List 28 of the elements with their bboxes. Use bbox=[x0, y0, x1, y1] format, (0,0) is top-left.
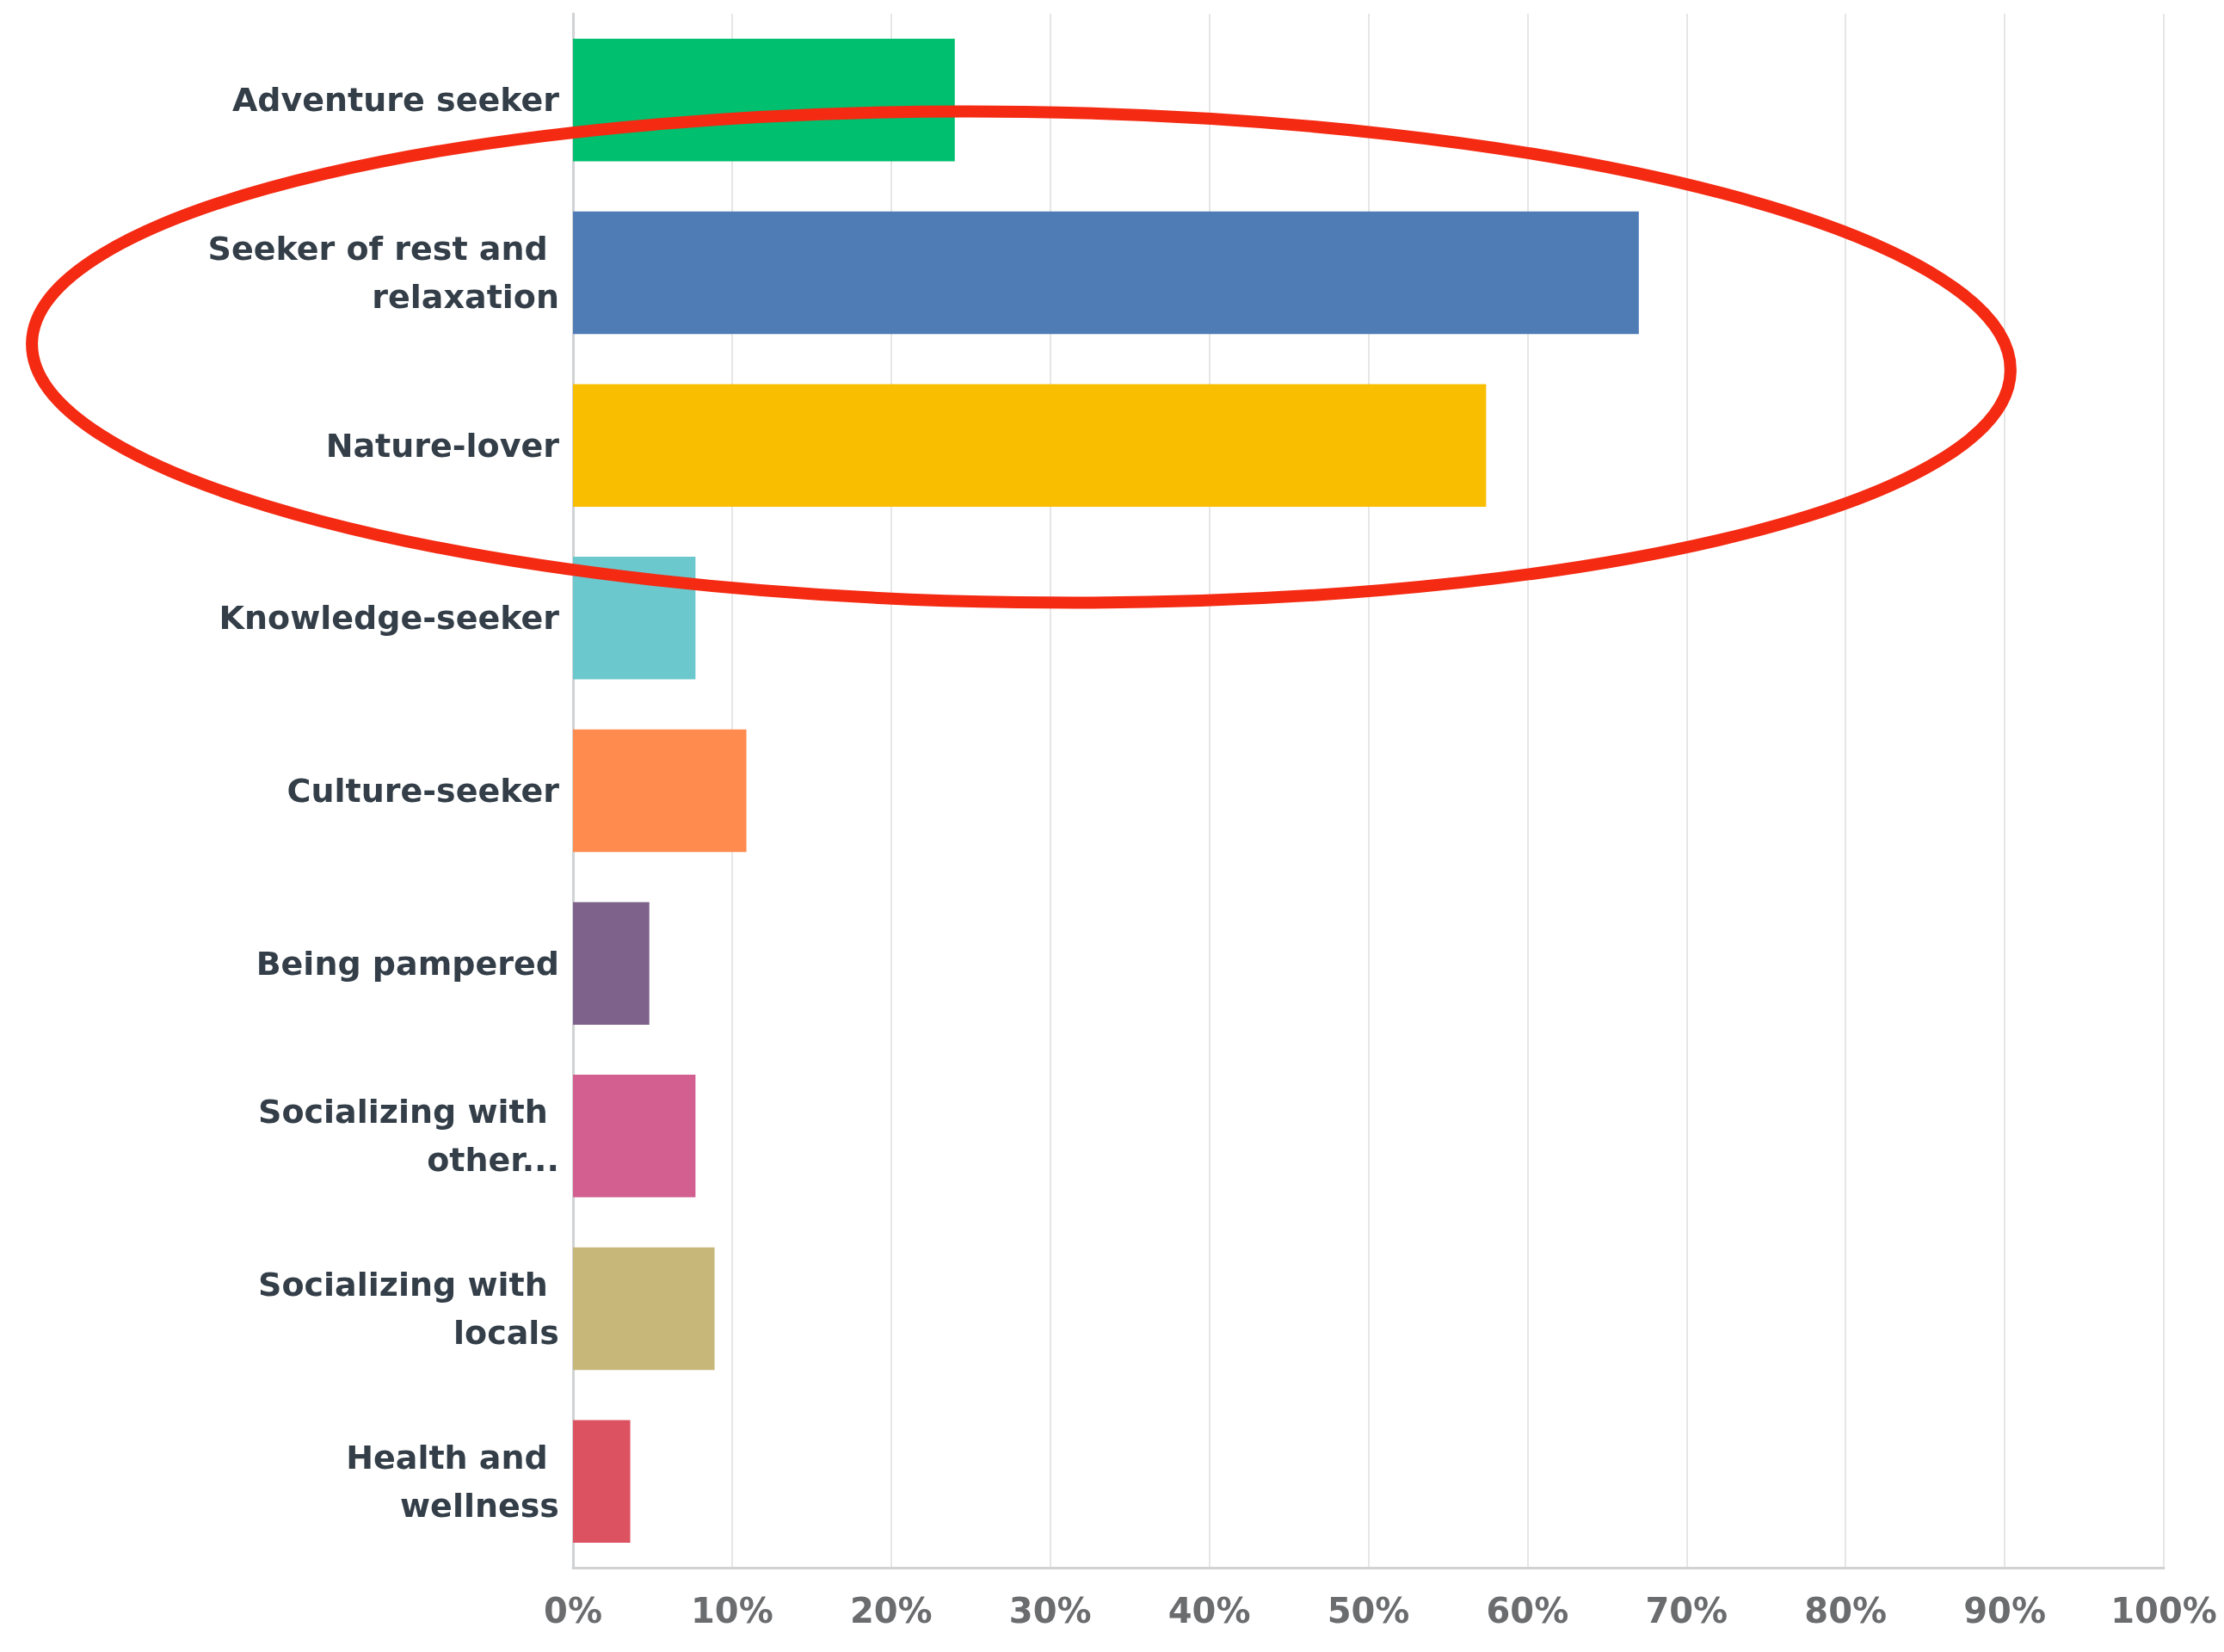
y-tick-label: Adventure seeker bbox=[231, 81, 560, 120]
bar bbox=[573, 729, 747, 853]
x-tick-label: 0% bbox=[544, 1591, 602, 1630]
y-tick-label: Socializing with other... bbox=[258, 1093, 559, 1180]
bar bbox=[573, 1247, 715, 1371]
bar bbox=[573, 1420, 631, 1543]
x-tick-label: 100% bbox=[2110, 1591, 2217, 1630]
x-tick-label: 40% bbox=[1167, 1591, 1251, 1630]
bar bbox=[573, 39, 955, 162]
x-tick-label: 30% bbox=[1008, 1591, 1092, 1630]
x-tick-label: 70% bbox=[1645, 1591, 1728, 1630]
y-tick-label: Knowledge-seeker bbox=[219, 599, 560, 638]
y-tick-label: Seeker of rest and relaxation bbox=[207, 230, 559, 316]
x-tick-label: 80% bbox=[1804, 1591, 1888, 1630]
x-tick-label: 20% bbox=[849, 1591, 933, 1630]
x-tick-label: 10% bbox=[691, 1591, 773, 1630]
x-tick-label: 50% bbox=[1327, 1591, 1410, 1630]
bar bbox=[573, 384, 1487, 507]
x-tick-label: 90% bbox=[1963, 1591, 2046, 1630]
y-tick-label: Nature-lover bbox=[325, 426, 560, 465]
y-tick-label: Being pampered bbox=[256, 944, 559, 983]
y-tick-label: Health and wellness bbox=[346, 1438, 559, 1525]
bar bbox=[573, 211, 1639, 335]
bar bbox=[573, 902, 650, 1025]
y-tick-label: Socializing with locals bbox=[258, 1266, 559, 1352]
y-tick-label: Culture-seeker bbox=[286, 772, 560, 810]
bar bbox=[573, 1075, 696, 1198]
x-tick-label: 60% bbox=[1486, 1591, 1569, 1630]
